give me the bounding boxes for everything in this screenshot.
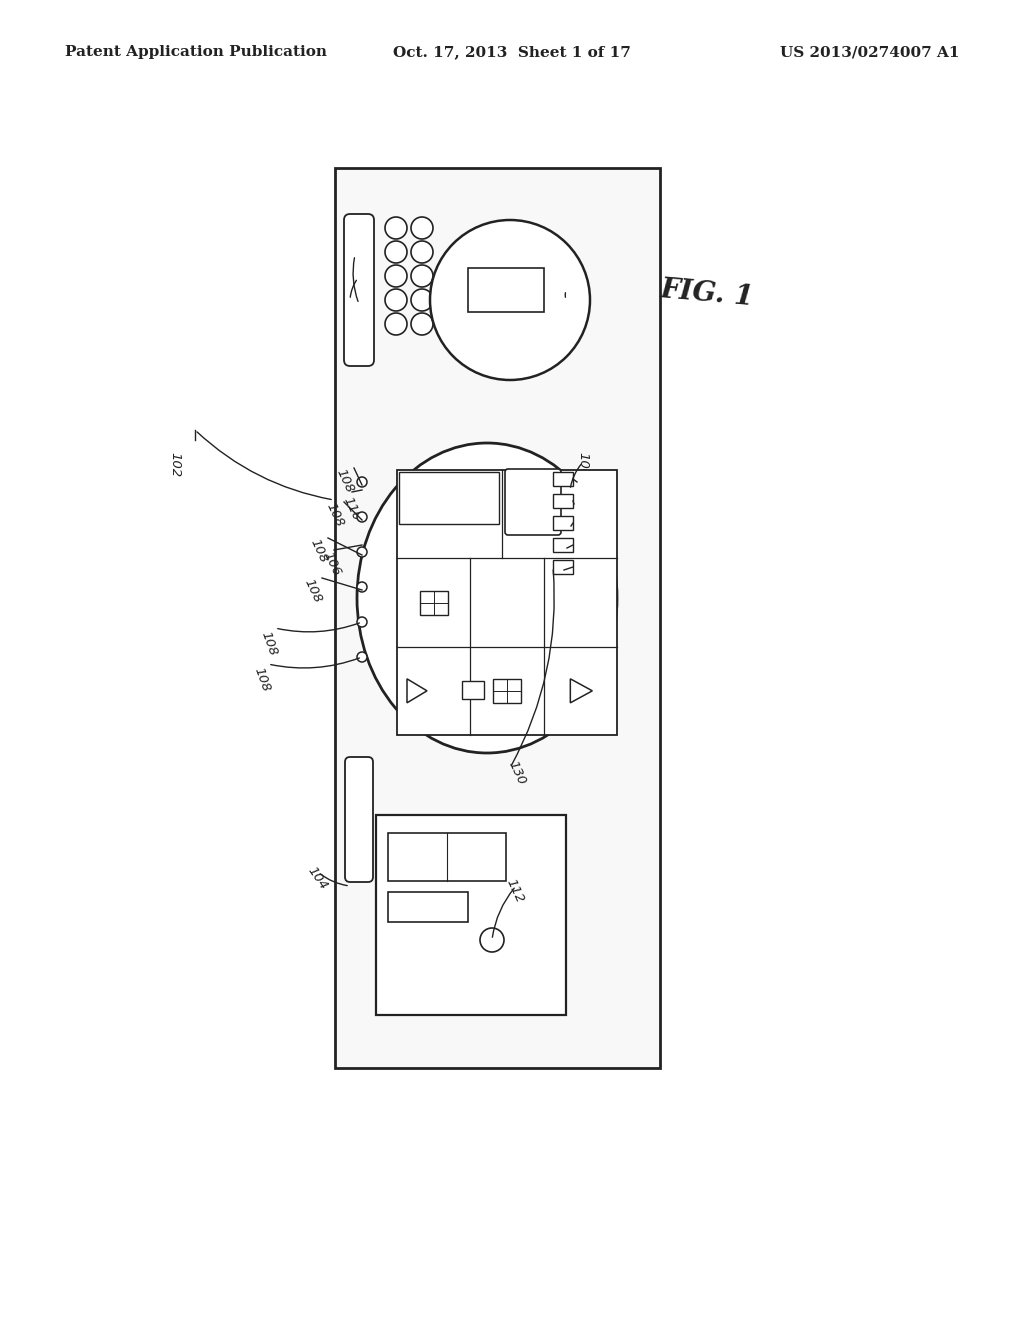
- Text: 114: 114: [563, 517, 586, 545]
- Text: 110: 110: [341, 495, 364, 524]
- Bar: [553, 494, 573, 508]
- Circle shape: [411, 265, 433, 286]
- Bar: [493, 678, 521, 702]
- Bar: [397, 470, 617, 735]
- Bar: [553, 473, 573, 486]
- Text: 7: 7: [500, 593, 514, 612]
- Circle shape: [385, 242, 407, 263]
- Ellipse shape: [357, 444, 617, 752]
- Text: 114: 114: [556, 561, 579, 590]
- Text: 108: 108: [252, 665, 272, 694]
- Text: 104: 104: [343, 267, 368, 294]
- Text: 114: 114: [566, 495, 589, 524]
- Text: 124: 124: [562, 280, 585, 308]
- Bar: [462, 681, 484, 698]
- Text: 7: 7: [441, 682, 453, 700]
- Polygon shape: [407, 678, 427, 702]
- Circle shape: [357, 546, 367, 557]
- Text: Patent Application Publication: Patent Application Publication: [65, 45, 327, 59]
- Text: Credits 15: Credits 15: [403, 488, 457, 498]
- FancyBboxPatch shape: [345, 756, 373, 882]
- Text: 108: 108: [325, 502, 346, 529]
- Circle shape: [357, 512, 367, 521]
- Circle shape: [385, 265, 407, 286]
- Bar: [335, 168, 660, 1068]
- Circle shape: [385, 289, 407, 312]
- Bar: [388, 833, 506, 880]
- Text: SPIN: SPIN: [528, 490, 538, 515]
- Text: 108: 108: [334, 467, 356, 495]
- Circle shape: [411, 289, 433, 312]
- Bar: [399, 473, 499, 524]
- Text: Win 0: Win 0: [403, 502, 432, 512]
- Bar: [553, 539, 573, 552]
- Text: 114: 114: [559, 540, 582, 568]
- Bar: [553, 560, 573, 574]
- Text: 7: 7: [573, 593, 587, 612]
- Bar: [468, 268, 544, 312]
- Text: 108: 108: [259, 630, 280, 657]
- Circle shape: [480, 928, 504, 952]
- Text: FIG. 1: FIG. 1: [658, 277, 755, 312]
- Text: 130: 130: [506, 759, 528, 788]
- Text: 108: 108: [308, 537, 331, 565]
- Text: US 2013/0274007 A1: US 2013/0274007 A1: [780, 45, 961, 59]
- Text: 100: 100: [577, 451, 590, 477]
- Circle shape: [411, 313, 433, 335]
- FancyBboxPatch shape: [505, 469, 561, 535]
- Text: 122: 122: [340, 244, 365, 272]
- Text: 112: 112: [504, 878, 526, 906]
- Circle shape: [385, 216, 407, 239]
- Bar: [553, 516, 573, 531]
- Text: 114: 114: [569, 474, 592, 502]
- Text: Oct. 17, 2013  Sheet 1 of 17: Oct. 17, 2013 Sheet 1 of 17: [393, 45, 631, 59]
- Text: 7: 7: [427, 681, 440, 701]
- FancyBboxPatch shape: [344, 214, 374, 366]
- Circle shape: [357, 652, 367, 663]
- Text: 104: 104: [305, 865, 330, 892]
- Circle shape: [357, 616, 367, 627]
- Bar: [388, 892, 468, 921]
- Text: 106: 106: [322, 550, 343, 578]
- Circle shape: [430, 220, 590, 380]
- Text: 108: 108: [302, 577, 325, 606]
- Bar: [420, 590, 447, 615]
- Bar: [376, 814, 566, 1015]
- Circle shape: [411, 242, 433, 263]
- Circle shape: [357, 477, 367, 487]
- Text: 102: 102: [169, 451, 181, 477]
- Circle shape: [411, 216, 433, 239]
- Polygon shape: [570, 678, 592, 702]
- Circle shape: [385, 313, 407, 335]
- Circle shape: [357, 582, 367, 591]
